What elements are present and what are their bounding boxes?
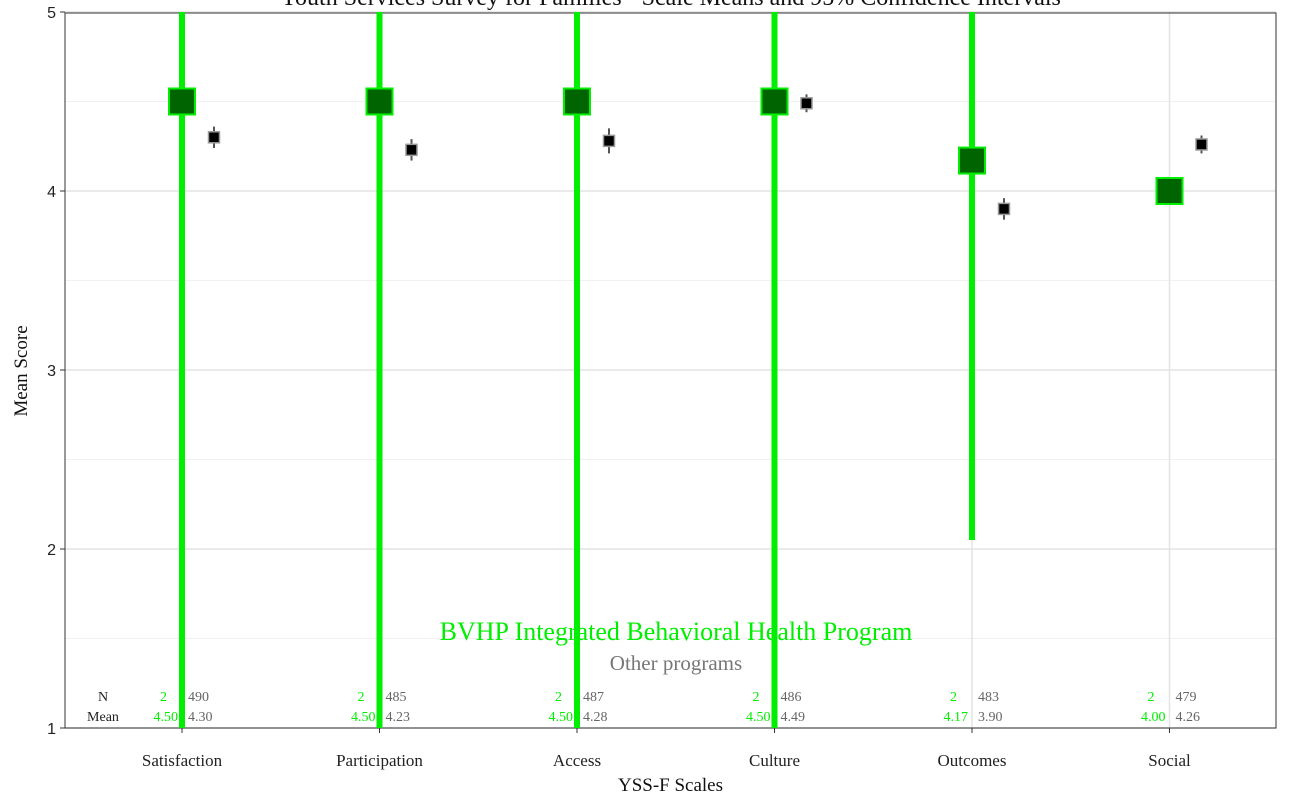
table-n-other: 479	[1176, 690, 1197, 705]
table-n-other: 490	[188, 690, 209, 705]
table-mean-other: 4.49	[781, 710, 806, 725]
mean-point-bvhp	[958, 146, 986, 175]
legend-other-programs: Other programs	[610, 651, 742, 675]
y-tick-label: 5	[47, 5, 56, 22]
table-n-bvhp: 2	[555, 690, 562, 705]
table-mean-bvhp: 4.50	[746, 710, 771, 725]
mean-point-other	[1195, 138, 1208, 151]
table-mean-other: 4.23	[386, 710, 411, 725]
summary-table: N Mean 2 4.50 490 4.30 2 4.50 485 4.23 2 4.50 487 4.2…	[87, 690, 1200, 725]
mean-point-other	[800, 97, 813, 110]
x-tick-label: Outcomes	[938, 751, 1007, 770]
x-tick-label: Access	[553, 751, 601, 770]
table-label-mean: Mean	[87, 710, 119, 725]
table-mean-other: 4.28	[583, 710, 608, 725]
y-tick-label: 1	[47, 721, 56, 738]
mean-point-bvhp	[168, 87, 196, 116]
mean-point-bvhp	[563, 87, 591, 116]
legend-bvhp: BVHP Integrated Behavioral Health Progra…	[440, 617, 913, 646]
mean-point-other	[997, 202, 1011, 216]
mean-point-other	[207, 131, 221, 144]
chart-title: Youth Services Survey for Families - Sca…	[280, 0, 1061, 11]
table-label-n: N	[98, 690, 108, 705]
table-mean-bvhp: 4.50	[154, 710, 179, 725]
mean-point-other	[602, 134, 616, 148]
y-tick-label: 2	[47, 542, 56, 559]
mean-points	[168, 87, 1208, 216]
y-tick-label: 3	[47, 363, 56, 380]
y-axis-label: Mean Score	[11, 325, 32, 416]
table-n-other: 486	[781, 690, 802, 705]
axes: 1 2 3 4 5 Satisfaction Participation Access Cult…	[47, 5, 1191, 770]
x-tick-label: Participation	[336, 751, 423, 770]
x-tick-label: Culture	[749, 751, 800, 770]
table-n-bvhp: 2	[1148, 690, 1155, 705]
table-n-bvhp: 2	[753, 690, 760, 705]
x-tick-label: Satisfaction	[142, 751, 223, 770]
table-mean-bvhp: 4.17	[944, 710, 969, 725]
table-n-other: 485	[386, 690, 407, 705]
table-mean-other: 3.90	[978, 710, 1003, 725]
mean-point-bvhp	[1155, 177, 1184, 205]
y-tick-label: 4	[47, 184, 56, 201]
mean-point-other	[405, 143, 418, 157]
table-n-bvhp: 2	[160, 690, 167, 705]
table-mean-other: 4.30	[188, 710, 213, 725]
mean-point-bvhp	[760, 87, 789, 116]
mean-point-bvhp	[365, 87, 394, 116]
table-mean-other: 4.26	[1176, 710, 1201, 725]
table-n-other: 483	[978, 690, 999, 705]
table-mean-bvhp: 4.50	[549, 710, 574, 725]
x-tick-label: Social	[1148, 751, 1191, 770]
table-n-other: 487	[583, 690, 604, 705]
table-n-bvhp: 2	[950, 690, 957, 705]
table-n-bvhp: 2	[358, 690, 365, 705]
table-mean-bvhp: 4.00	[1141, 710, 1166, 725]
table-mean-bvhp: 4.50	[351, 710, 376, 725]
x-axis-label: YSS-F Scales	[618, 775, 723, 796]
